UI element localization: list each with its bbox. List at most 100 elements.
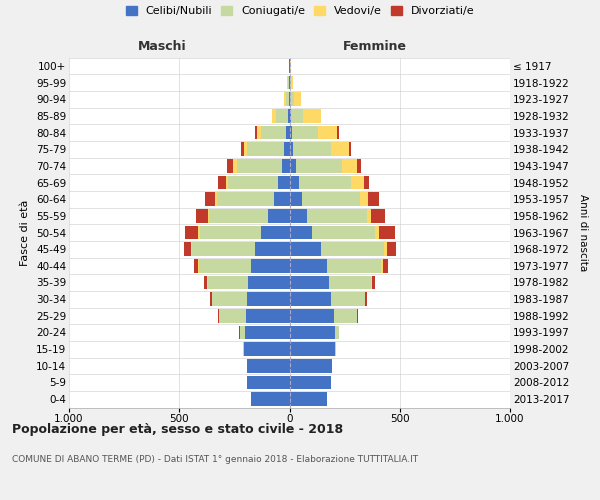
Bar [205, 192, 215, 206]
Bar [246, 309, 290, 322]
Bar [247, 359, 290, 372]
Bar [199, 226, 200, 239]
Bar [290, 342, 335, 356]
Bar [192, 242, 255, 256]
Bar [204, 276, 208, 289]
Bar [212, 292, 247, 306]
Bar [360, 192, 368, 206]
Bar [358, 159, 361, 172]
Bar [251, 259, 290, 272]
Bar [241, 142, 244, 156]
Bar [293, 142, 331, 156]
Bar [318, 126, 337, 140]
Bar [199, 259, 251, 272]
Bar [290, 126, 292, 140]
Y-axis label: Fasce di età: Fasce di età [20, 200, 31, 266]
Bar [194, 259, 199, 272]
Bar [257, 126, 261, 140]
Bar [364, 176, 369, 190]
Bar [218, 309, 219, 322]
Bar [236, 159, 282, 172]
Bar [304, 109, 320, 122]
Bar [290, 259, 328, 272]
Bar [274, 192, 290, 206]
Bar [375, 226, 379, 239]
Bar [383, 259, 388, 272]
Bar [291, 76, 293, 90]
Bar [208, 209, 209, 222]
Bar [290, 326, 335, 340]
Bar [368, 192, 379, 206]
Bar [228, 176, 278, 190]
Bar [242, 342, 244, 356]
Bar [290, 92, 294, 106]
Bar [244, 342, 290, 356]
Bar [272, 109, 276, 122]
Bar [365, 292, 367, 306]
Bar [218, 176, 226, 190]
Bar [328, 259, 382, 272]
Bar [349, 142, 351, 156]
Bar [226, 176, 228, 190]
Bar [290, 242, 321, 256]
Bar [367, 209, 371, 222]
Bar [331, 292, 365, 306]
Text: COMUNE DI ABANO TERME (PD) - Dati ISTAT 1° gennaio 2018 - Elaborazione TUTTITALI: COMUNE DI ABANO TERME (PD) - Dati ISTAT … [12, 455, 418, 464]
Bar [217, 192, 274, 206]
Bar [247, 142, 284, 156]
Bar [335, 326, 338, 340]
Bar [196, 209, 208, 222]
Bar [227, 159, 233, 172]
Bar [371, 209, 385, 222]
Bar [337, 126, 339, 140]
Bar [312, 226, 375, 239]
Bar [290, 226, 312, 239]
Bar [341, 159, 358, 172]
Bar [385, 242, 386, 256]
Bar [290, 142, 293, 156]
Bar [255, 126, 257, 140]
Bar [321, 242, 385, 256]
Legend: Celibi/Nubili, Coniugati/e, Vedovi/e, Divorziati/e: Celibi/Nubili, Coniugati/e, Vedovi/e, Di… [125, 6, 475, 16]
Bar [191, 242, 192, 256]
Bar [290, 309, 334, 322]
Y-axis label: Anni di nascita: Anni di nascita [578, 194, 588, 271]
Bar [284, 92, 286, 106]
Bar [288, 109, 290, 122]
Bar [244, 142, 247, 156]
Bar [292, 126, 318, 140]
Bar [261, 226, 290, 239]
Bar [247, 376, 290, 390]
Bar [184, 242, 191, 256]
Bar [290, 292, 331, 306]
Bar [307, 209, 367, 222]
Bar [290, 209, 307, 222]
Bar [261, 126, 286, 140]
Bar [290, 76, 291, 90]
Bar [296, 159, 341, 172]
Bar [290, 359, 332, 372]
Bar [371, 276, 375, 289]
Bar [288, 76, 289, 90]
Bar [329, 276, 371, 289]
Text: Popolazione per età, sesso e stato civile - 2018: Popolazione per età, sesso e stato civil… [12, 422, 343, 436]
Bar [386, 242, 397, 256]
Bar [290, 176, 299, 190]
Bar [286, 126, 290, 140]
Bar [200, 226, 261, 239]
Bar [276, 109, 288, 122]
Bar [247, 292, 290, 306]
Bar [282, 159, 290, 172]
Bar [289, 92, 290, 106]
Bar [331, 142, 349, 156]
Bar [290, 109, 304, 122]
Bar [286, 92, 289, 106]
Bar [294, 92, 301, 106]
Bar [290, 392, 326, 406]
Bar [185, 226, 199, 239]
Bar [351, 176, 364, 190]
Bar [208, 276, 248, 289]
Bar [290, 192, 302, 206]
Bar [211, 292, 212, 306]
Bar [245, 326, 290, 340]
